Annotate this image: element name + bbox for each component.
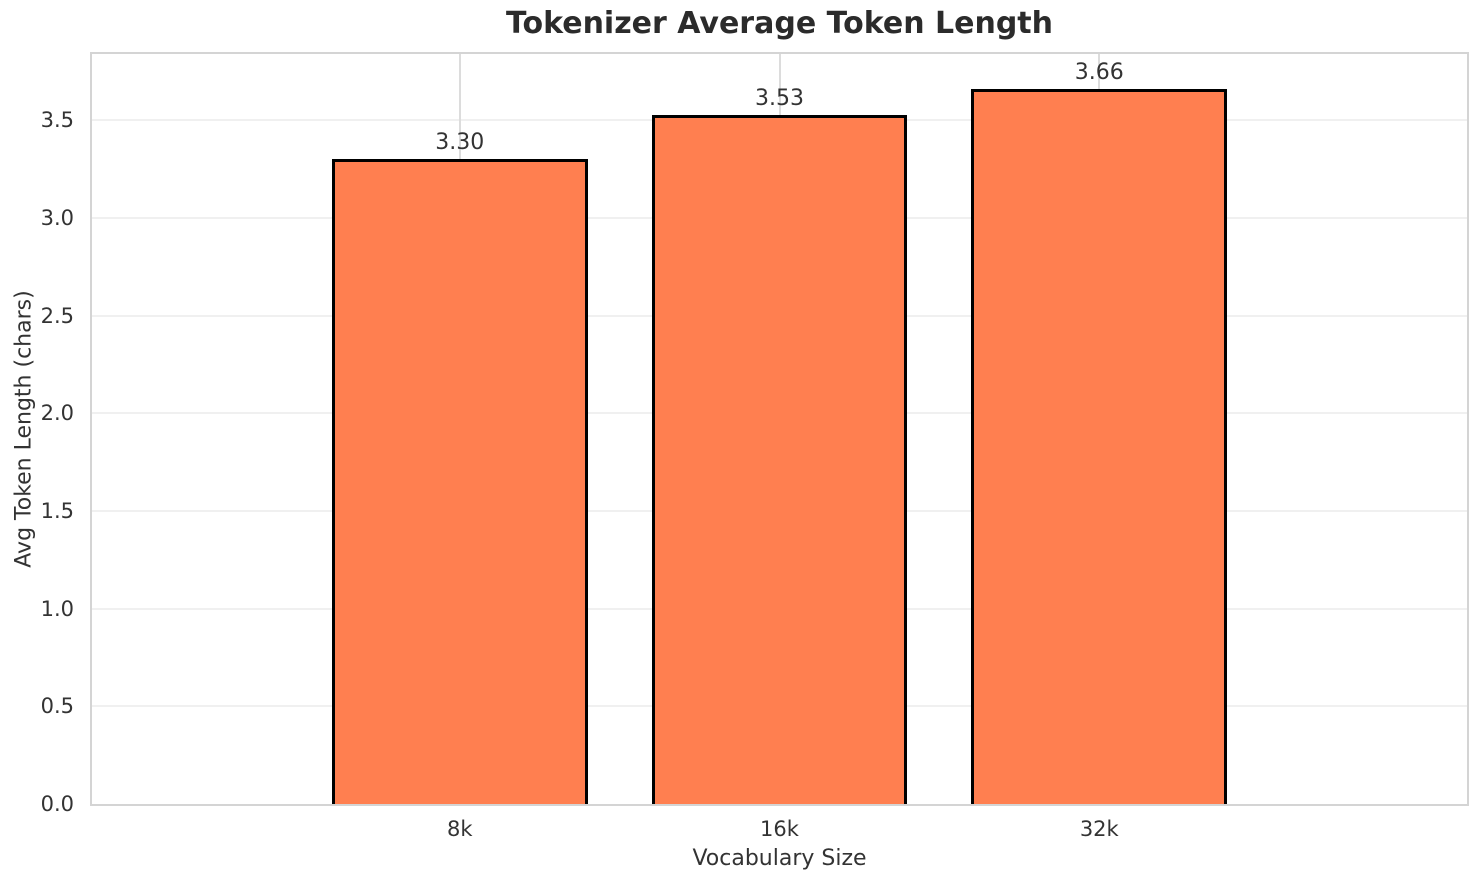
- bar-16k: [651, 114, 908, 804]
- x-axis-ticks: 8k 16k 32k: [90, 817, 1469, 845]
- x-tick-label: 32k: [1079, 817, 1119, 841]
- bar-layer: 3.30 3.53 3.66: [92, 54, 1467, 804]
- bar-8k: [331, 159, 588, 804]
- y-axis-ticks: 0.0 0.5 1.0 1.5 2.0 2.5 3.0 3.5: [0, 52, 82, 816]
- y-tick-label: 0.0: [40, 792, 74, 816]
- x-tick-label: 16k: [760, 817, 799, 841]
- y-tick-label: 2.0: [40, 401, 74, 426]
- y-tick-label: 3.5: [40, 108, 74, 133]
- plot-area: 3.30 3.53 3.66: [90, 52, 1469, 806]
- chart-title: Tokenizer Average Token Length: [505, 6, 1053, 41]
- x-axis-label: Vocabulary Size: [692, 846, 867, 871]
- bar-value-label: 3.66: [1074, 60, 1124, 86]
- y-tick-label: 2.5: [40, 303, 74, 328]
- bar-32k: [971, 89, 1228, 804]
- y-tick-label: 1.5: [40, 499, 74, 524]
- y-tick-label: 3.0: [40, 206, 74, 231]
- x-tick-label: 8k: [446, 817, 473, 841]
- bar-value-label: 3.53: [755, 85, 804, 111]
- y-tick-label: 0.5: [40, 694, 74, 719]
- y-tick-label: 1.0: [40, 596, 74, 621]
- bar-value-label: 3.30: [435, 130, 485, 156]
